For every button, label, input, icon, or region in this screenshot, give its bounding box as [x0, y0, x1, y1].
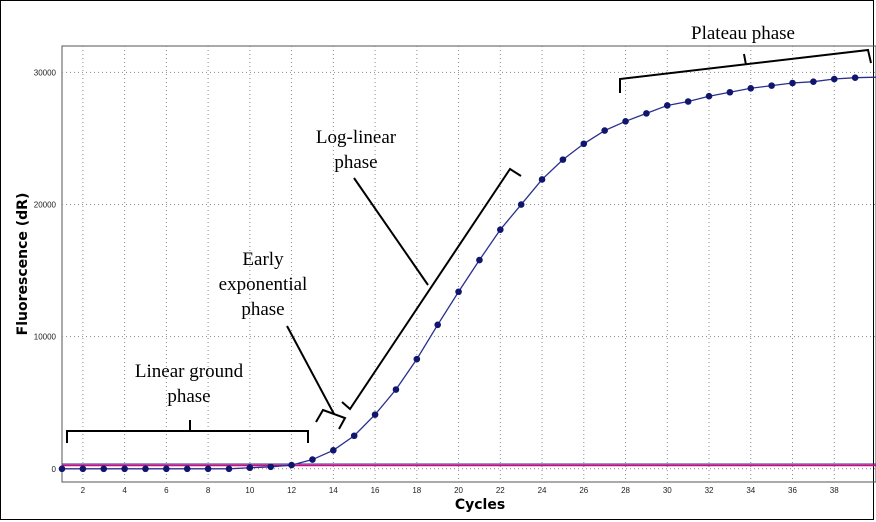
y-tick-label: 0 — [52, 465, 57, 474]
data-point — [434, 321, 441, 329]
x-tick-label: 34 — [746, 486, 755, 495]
data-point — [309, 456, 316, 463]
annotation-linear-ground: Linear ground phase — [66, 361, 309, 443]
x-tick-label: 6 — [164, 486, 169, 495]
y-tick-label: 20000 — [34, 201, 57, 210]
data-point — [705, 92, 713, 100]
data-point — [851, 74, 859, 82]
linear-ground-bracket — [66, 420, 309, 443]
vertical-gridlines — [82, 46, 835, 482]
early-exponential-pointer — [286, 325, 335, 415]
data-point — [371, 411, 379, 418]
data-point — [768, 82, 775, 89]
data-point — [684, 98, 692, 105]
x-tick-label: 30 — [663, 486, 672, 495]
data-point — [580, 140, 588, 148]
horizontal-gridlines — [62, 71, 876, 470]
data-point — [330, 446, 337, 454]
data-point — [183, 465, 191, 473]
y-tick-label: 30000 — [34, 68, 57, 77]
amplification-points — [58, 74, 859, 473]
x-tick-label: 24 — [538, 486, 547, 495]
log-linear-label-1: Log-linear — [316, 127, 397, 148]
data-point — [517, 201, 525, 208]
linear-ground-label-1: Linear ground — [135, 361, 244, 382]
x-tick-label: 2 — [81, 486, 86, 495]
x-tick-label: 28 — [621, 486, 630, 495]
y-tick-label: 10000 — [34, 333, 57, 342]
data-point — [392, 386, 400, 393]
y-tick-labels: 0 10000 20000 30000 — [34, 68, 57, 473]
log-linear-pointer — [353, 177, 429, 286]
data-point — [810, 78, 817, 85]
data-point — [663, 102, 671, 109]
data-point — [601, 127, 608, 134]
x-tick-label: 22 — [496, 486, 505, 495]
data-point — [79, 465, 87, 473]
annotation-log-linear: Log-linear phase — [316, 127, 522, 411]
early-exponential-label-3: phase — [241, 299, 284, 320]
data-point — [58, 465, 66, 473]
data-point — [497, 226, 504, 233]
plateau-label: Plateau phase — [691, 23, 795, 44]
data-point — [350, 432, 358, 440]
data-point — [622, 118, 629, 125]
data-point — [100, 465, 108, 473]
data-point — [288, 461, 295, 469]
log-linear-label-2: phase — [334, 152, 377, 173]
data-point — [559, 156, 567, 163]
x-tick-label: 8 — [206, 486, 211, 495]
x-tick-label: 12 — [287, 486, 296, 495]
x-tick-label: 18 — [412, 486, 421, 495]
y-axis-title: Fluorescence (dR) — [15, 193, 31, 336]
x-tick-label: 26 — [579, 486, 588, 495]
data-point — [455, 288, 462, 296]
data-point — [643, 110, 650, 117]
x-tick-labels: 2 4 6 8 10 12 14 16 18 20 22 24 26 28 30 32 34 36 38 — [81, 486, 840, 495]
x-tick-label: 32 — [705, 486, 714, 495]
x-tick-label: 20 — [454, 486, 463, 495]
data-point — [142, 465, 149, 473]
annotation-early-exponential: Early exponential phase — [219, 249, 347, 430]
x-tick-label: 14 — [329, 486, 338, 495]
amplification-curve — [62, 76, 876, 470]
linear-ground-label-2: phase — [167, 386, 210, 407]
early-exponential-bracket — [315, 408, 347, 430]
data-point — [476, 256, 483, 264]
early-exponential-label-1: Early — [242, 249, 284, 270]
x-axis-title: Cycles — [455, 497, 505, 513]
annotation-plateau: Plateau phase — [619, 23, 872, 93]
x-tick-label: 16 — [371, 486, 380, 495]
data-point — [246, 464, 254, 472]
data-point — [789, 79, 796, 87]
data-point — [413, 355, 421, 363]
plot-area — [61, 45, 876, 483]
data-point — [538, 176, 546, 183]
data-point — [121, 465, 128, 473]
data-point — [163, 465, 170, 473]
x-tick-label: 38 — [830, 486, 839, 495]
x-tick-label: 36 — [788, 486, 797, 495]
early-exponential-label-2: exponential — [219, 274, 308, 295]
log-linear-bracket — [341, 167, 522, 411]
data-point — [267, 463, 275, 471]
x-tick-label: 4 — [122, 486, 127, 495]
data-point — [726, 88, 734, 96]
x-tick-label: 10 — [245, 486, 254, 495]
data-point — [225, 465, 233, 473]
data-point — [747, 84, 755, 92]
data-point — [204, 465, 212, 473]
data-point — [830, 75, 838, 83]
plateau-bracket — [619, 48, 872, 93]
